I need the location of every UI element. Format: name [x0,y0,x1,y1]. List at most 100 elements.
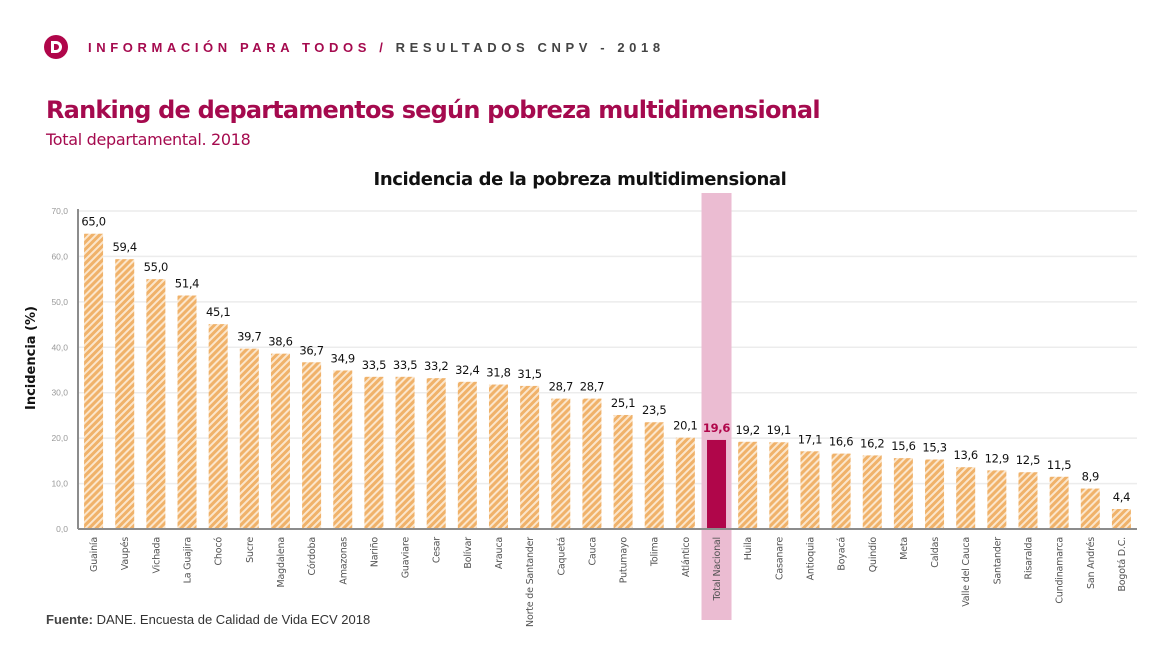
x-tick-label: Vaupés [120,537,131,570]
data-label: 55,0 [144,260,168,274]
data-label: 16,6 [829,435,853,449]
source-note: Fuente: DANE. Encuesta de Calidad de Vid… [46,612,370,627]
data-label: 31,5 [517,367,541,381]
data-label: 59,4 [113,240,137,254]
y-tick-label: 60,0 [51,251,68,261]
data-label: 65,0 [81,215,105,229]
bar [862,455,882,529]
data-label: 25,1 [611,396,635,410]
data-label: 34,9 [331,351,355,365]
y-tick-label: 20,0 [51,433,68,443]
x-tick-label: Antioquia [805,537,816,580]
bar [302,362,322,529]
bar [1080,488,1100,529]
bar [769,442,789,529]
source-label: Fuente: [46,612,93,627]
bar [208,324,228,529]
x-tick-label: Guaviare [401,537,412,579]
x-tick-label: Bolívar [463,537,474,569]
x-tick-label: Córdoba [307,537,318,575]
x-tick-label: La Guajira [183,537,194,583]
x-tick-label: Vichada [151,537,162,573]
bar [675,437,695,529]
x-tick-label: Risaralda [1023,537,1034,579]
data-label: 36,7 [299,343,323,357]
data-label: 28,7 [549,380,573,394]
x-tick-label: Bogotá D.C. [1117,537,1128,592]
page-subtitle: Total departamental. 2018 [46,130,251,149]
header-section: INFORMACIÓN PARA TODOS [88,39,371,55]
bar [520,385,540,529]
x-tick-label: Nariño [369,537,380,567]
data-label: 4,4 [1113,490,1130,504]
data-label: 45,1 [206,305,230,319]
bar [1049,476,1069,529]
bar [457,381,477,529]
source-text: DANE. Encuesta de Calidad de Vida ECV 20… [96,612,371,627]
y-tick-label: 70,0 [51,206,68,216]
bar [426,378,446,529]
data-label: 12,5 [1016,453,1040,467]
bar [395,376,415,529]
page-header: INFORMACIÓN PARA TODOS / RESULTADOS CNPV… [44,34,665,60]
bar [270,353,290,529]
x-tick-label: Cesar [432,537,443,563]
bar [364,376,384,529]
x-tick-label: Norte de Santander [525,537,536,627]
x-tick-label: Meta [899,537,910,560]
highlight-band [701,193,732,620]
x-tick-label: Putumayo [619,537,630,584]
y-tick-label: 30,0 [51,388,68,398]
x-tick-label: Cauca [587,537,598,566]
data-label: 16,2 [860,436,884,450]
x-tick-label: Casanare [774,537,785,580]
page-title: Ranking de departamentos según pobreza m… [46,96,821,124]
data-label: 13,6 [953,448,977,462]
x-tick-label: Tolima [650,537,661,567]
y-tick-label: 40,0 [51,342,68,352]
bar-total-nacional [707,439,727,529]
data-label: 28,7 [580,380,604,394]
data-label: 51,4 [175,276,199,290]
bar [738,441,758,529]
bar [1018,472,1038,529]
data-label: 15,3 [922,440,946,454]
bar [987,470,1007,529]
data-label: 23,5 [642,403,666,417]
bar [146,279,166,529]
dane-logo-icon [44,35,68,59]
bar [551,398,571,529]
data-label: 19,1 [767,423,791,437]
x-tick-label: San Andrés [1086,537,1097,589]
data-label: 15,6 [891,439,915,453]
data-label: 17,1 [798,432,822,446]
bar [115,259,135,529]
bar [84,233,104,529]
x-tick-label: Amazonas [338,537,349,585]
bar [582,398,602,529]
data-label: 38,6 [268,335,292,349]
bar [644,422,664,529]
data-label: 11,5 [1047,458,1071,472]
bar [956,467,976,529]
bar [488,384,508,529]
data-label: 32,4 [455,363,479,377]
data-label: 8,9 [1082,470,1099,484]
bar [831,453,851,529]
data-label: 19,6 [703,421,730,435]
x-tick-label: Magdalena [276,537,287,587]
header-subsection: RESULTADOS CNPV - 2018 [395,39,665,55]
y-tick-label: 0,0 [56,524,68,534]
data-label: 33,2 [424,359,448,373]
x-tick-label: Quindío [868,537,879,573]
bar [333,370,353,529]
data-label: 19,2 [735,423,759,437]
bar [1111,509,1131,529]
x-tick-label: Santander [992,537,1003,585]
data-label: 33,5 [393,358,417,372]
bar [613,414,633,529]
x-tick-label: Arauca [494,537,505,569]
bar [893,458,913,529]
x-tick-label: Boyacá [837,537,848,571]
